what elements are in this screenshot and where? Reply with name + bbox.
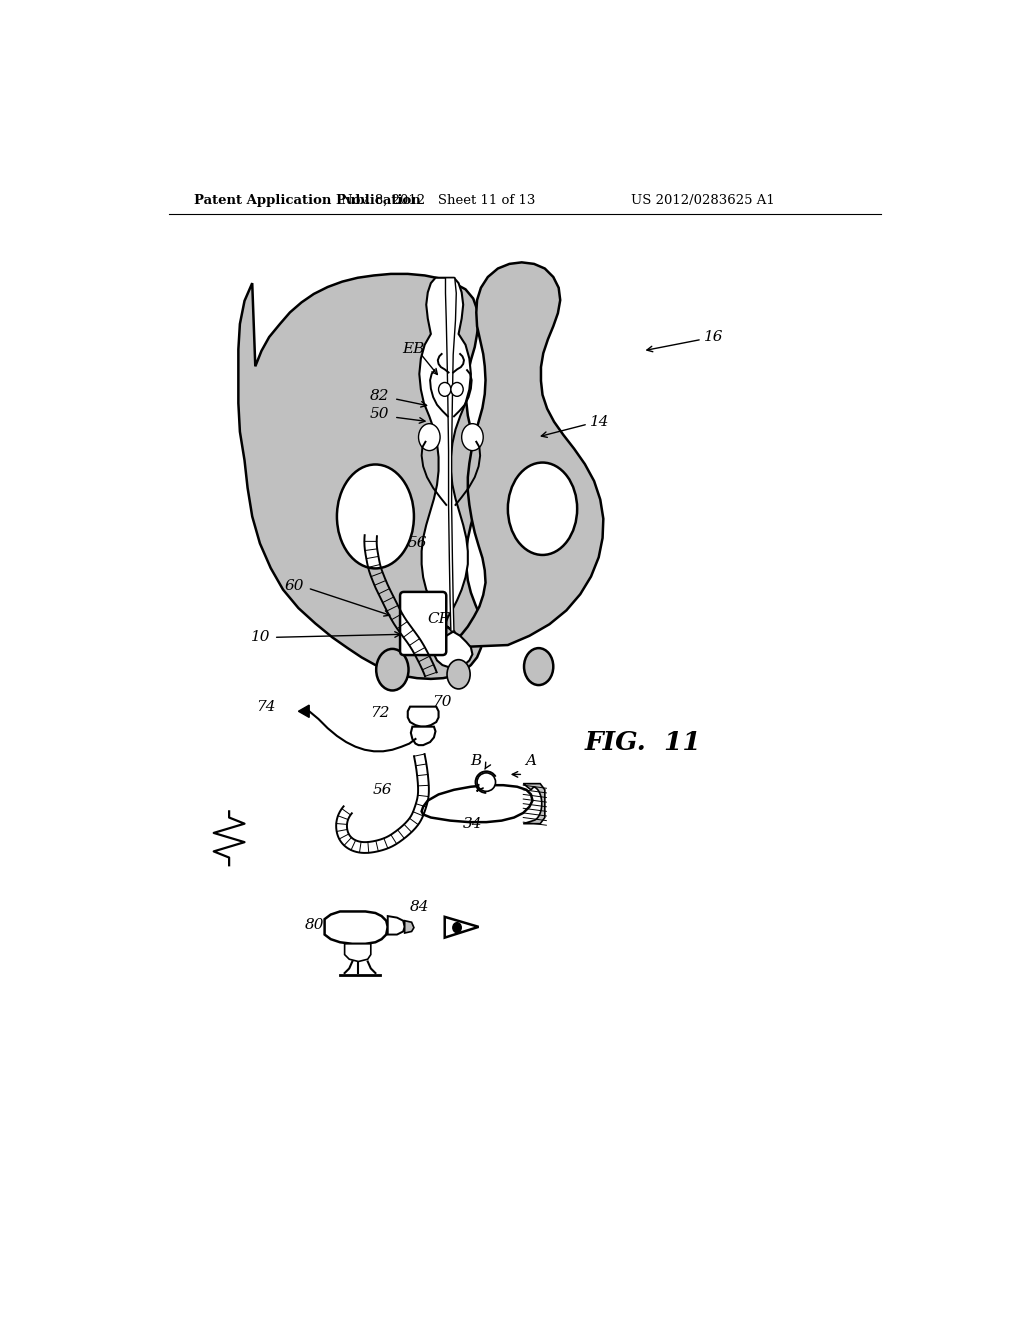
Polygon shape: [388, 916, 404, 935]
Text: US 2012/0283625 A1: US 2012/0283625 A1: [631, 194, 775, 207]
Text: EB: EB: [402, 342, 425, 356]
Text: 74: 74: [256, 700, 275, 714]
Text: 50: 50: [370, 407, 389, 421]
Text: Nov. 8, 2012   Sheet 11 of 13: Nov. 8, 2012 Sheet 11 of 13: [341, 194, 536, 207]
Text: 82: 82: [370, 388, 389, 403]
Text: CF: CF: [427, 612, 450, 626]
Text: B: B: [470, 754, 481, 767]
Polygon shape: [523, 784, 545, 824]
Polygon shape: [408, 706, 438, 726]
Circle shape: [477, 774, 496, 792]
Polygon shape: [404, 921, 414, 933]
Ellipse shape: [462, 424, 483, 450]
Text: 70: 70: [432, 696, 452, 709]
Polygon shape: [419, 277, 472, 668]
Polygon shape: [239, 275, 483, 678]
Ellipse shape: [376, 649, 409, 690]
Polygon shape: [422, 785, 532, 822]
Ellipse shape: [451, 383, 463, 396]
Text: 10: 10: [251, 631, 270, 644]
Text: 56: 56: [373, 783, 392, 797]
Text: FIG.  11: FIG. 11: [585, 730, 701, 755]
Polygon shape: [298, 705, 309, 718]
Ellipse shape: [447, 660, 470, 689]
Ellipse shape: [453, 923, 461, 933]
Ellipse shape: [438, 383, 451, 396]
Text: 16: 16: [703, 330, 723, 345]
Ellipse shape: [524, 648, 553, 685]
Polygon shape: [445, 277, 457, 631]
Text: 56: 56: [408, 536, 427, 550]
Ellipse shape: [419, 424, 440, 450]
Text: 72: 72: [370, 706, 389, 719]
Text: 84: 84: [410, 900, 429, 913]
Polygon shape: [444, 917, 478, 937]
Polygon shape: [411, 726, 435, 744]
Polygon shape: [435, 263, 603, 648]
FancyBboxPatch shape: [400, 591, 446, 655]
Text: 34: 34: [463, 817, 482, 830]
Text: Patent Application Publication: Patent Application Publication: [194, 194, 421, 207]
Ellipse shape: [508, 462, 578, 554]
Text: A: A: [525, 754, 537, 767]
Polygon shape: [325, 911, 388, 944]
Polygon shape: [345, 944, 371, 961]
Text: 60: 60: [285, 578, 304, 593]
Ellipse shape: [337, 465, 414, 569]
Text: 80: 80: [305, 917, 325, 932]
Text: 14: 14: [590, 414, 609, 429]
